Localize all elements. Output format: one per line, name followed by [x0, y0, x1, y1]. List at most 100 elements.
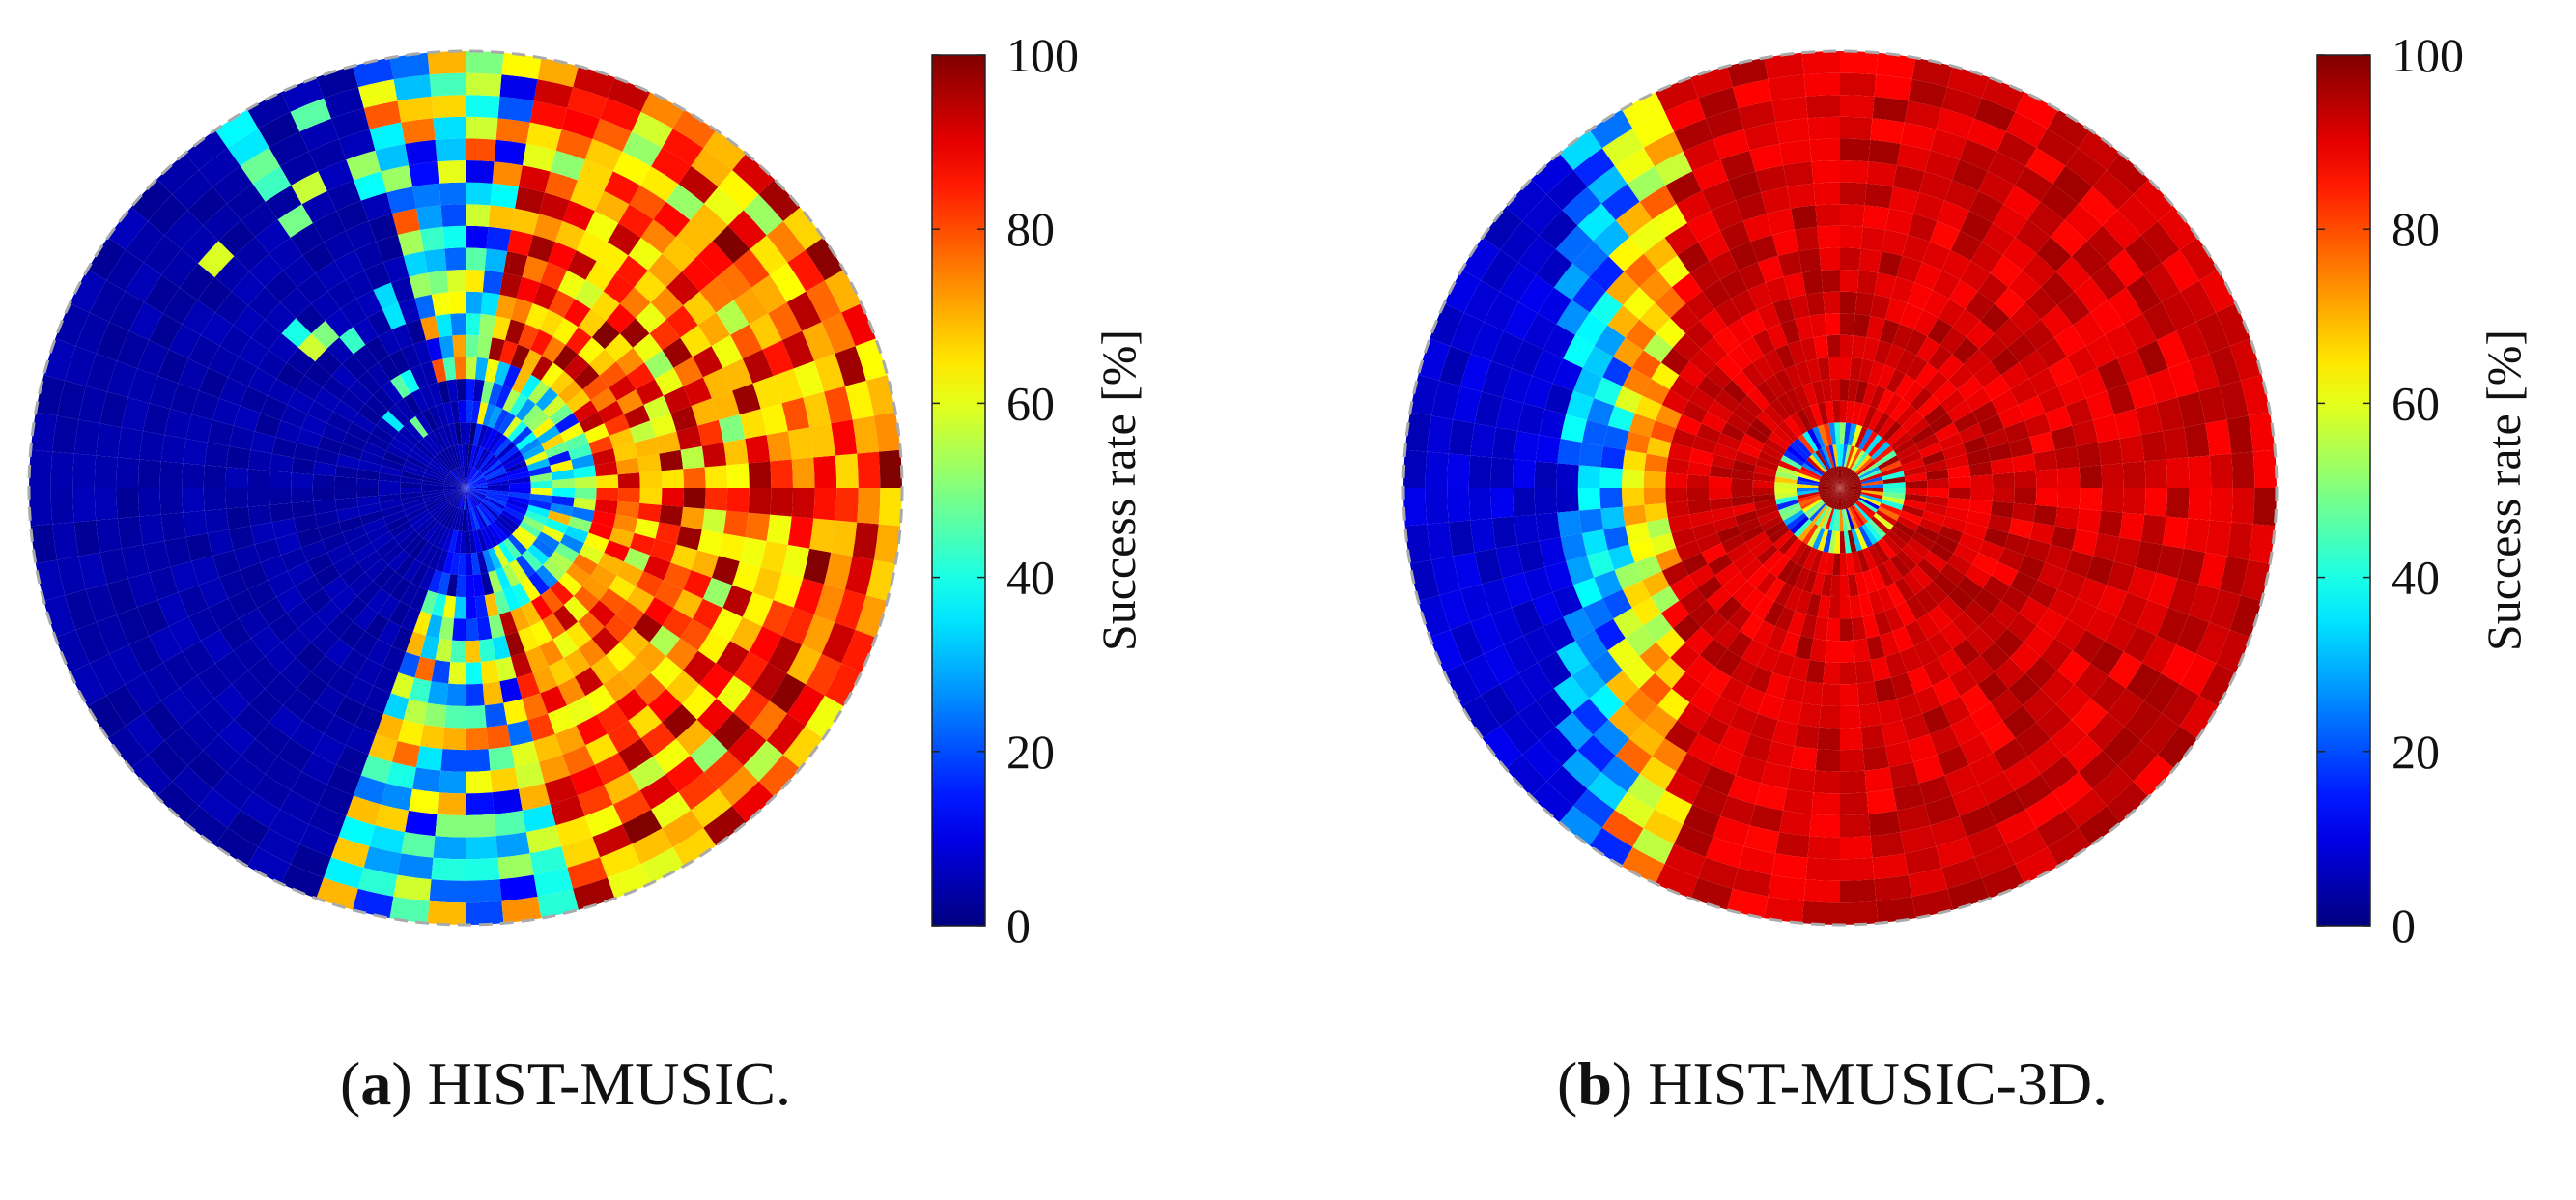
- heatmap-cell: [2022, 688, 2056, 723]
- heatmap-cell: [793, 578, 825, 615]
- heatmap-cell: [1798, 493, 1820, 503]
- colorbar-tick-label: 40: [1006, 551, 1055, 605]
- heatmap-cell: [1896, 255, 1923, 283]
- heatmap-cell: [1671, 527, 1697, 548]
- heatmap-cell: [1716, 595, 1742, 622]
- heatmap-cell: [1803, 879, 1840, 903]
- heatmap-cell: [1878, 251, 1903, 277]
- heatmap-cell: [1741, 309, 1767, 337]
- heatmap-cell: [557, 676, 586, 706]
- heatmap-cell: [279, 790, 319, 825]
- heatmap-cell: [345, 270, 374, 300]
- heatmap-cell: [634, 270, 666, 303]
- heatmap-cell: [2074, 277, 2109, 313]
- heatmap-cell: [466, 488, 487, 496]
- heatmap-cell: [665, 756, 704, 792]
- heatmap-cell: [1882, 495, 1905, 505]
- heatmap-cell: [781, 330, 815, 369]
- heatmap-cell: [515, 761, 545, 789]
- heatmap-cell: [518, 165, 551, 193]
- heatmap-cell: [318, 785, 354, 816]
- heatmap-cell: [499, 874, 538, 901]
- heatmap-cell: [752, 376, 782, 410]
- heatmap-cell: [2090, 675, 2127, 713]
- heatmap-cell: [1692, 522, 1717, 541]
- heatmap-cell: [422, 476, 445, 485]
- heatmap-cell: [612, 514, 638, 533]
- heatmap-cell: [1858, 428, 1873, 450]
- heatmap-cell: [699, 663, 734, 699]
- heatmap-cell: [484, 358, 500, 383]
- heatmap-cell: [458, 400, 466, 423]
- heatmap-cell: [212, 398, 241, 426]
- heatmap-cell: [1779, 139, 1812, 166]
- heatmap-cell: [1901, 544, 1924, 565]
- heatmap-cell: [562, 745, 595, 776]
- heatmap-cell: [2029, 522, 2055, 545]
- heatmap-cell: [1702, 667, 1731, 697]
- heatmap-cell: [1840, 482, 1862, 488]
- heatmap-cell: [1701, 764, 1736, 796]
- heatmap-cell: [1589, 256, 1625, 292]
- heatmap-cell: [1896, 443, 1919, 461]
- heatmap-cell: [1593, 219, 1630, 257]
- heatmap-cell: [655, 431, 681, 454]
- heatmap-cell: [435, 313, 453, 338]
- heatmap-cell: [1981, 720, 2016, 754]
- heatmap-cell: [1676, 540, 1702, 562]
- heatmap-cell: [1840, 662, 1857, 685]
- heatmap-cell: [419, 438, 438, 458]
- heatmap-cell: [673, 357, 703, 386]
- heatmap-cell: [1797, 491, 1820, 500]
- heatmap-cell: [1913, 309, 1939, 337]
- heatmap-cell: [1481, 360, 1513, 398]
- heatmap-cell: [345, 676, 374, 706]
- heatmap-cell: [269, 333, 298, 363]
- heatmap-cell: [1870, 832, 1905, 858]
- heatmap-cell: [835, 488, 859, 523]
- heatmap-cell: [814, 584, 845, 623]
- heatmap-cell: [405, 810, 438, 837]
- heatmap-cell: [1711, 745, 1743, 776]
- heatmap-cell: [204, 442, 230, 468]
- heatmap-cell: [161, 249, 198, 288]
- heatmap-cell: [488, 337, 505, 362]
- heatmap-cell: [769, 673, 807, 714]
- heatmap-cell: [1938, 648, 1966, 677]
- heatmap-cell: [1862, 205, 1890, 230]
- heatmap-cell: [149, 626, 183, 663]
- heatmap-cell: [2219, 380, 2249, 420]
- heatmap-cell: [701, 508, 727, 534]
- heatmap-cell: [511, 426, 533, 446]
- heatmap-cell: [654, 367, 684, 396]
- heatmap-cell: [164, 726, 204, 766]
- heatmap-cell: [233, 638, 266, 671]
- heatmap-cell: [1965, 564, 1992, 588]
- polar-cells: [29, 51, 902, 925]
- heatmap-cell: [431, 660, 451, 684]
- heatmap-cell: [532, 666, 558, 694]
- heatmap-cell: [1404, 524, 1432, 564]
- heatmap-cell: [1539, 210, 1578, 250]
- heatmap-cell: [752, 566, 782, 600]
- heatmap-cell: [260, 555, 288, 581]
- heatmap-cell: [466, 357, 477, 380]
- caption-b-text: HIST-MUSIC-3D.: [1648, 1049, 2109, 1118]
- heatmap-cell: [1713, 129, 1750, 160]
- heatmap-cell: [1916, 557, 1940, 581]
- heatmap-cell: [1517, 540, 1545, 573]
- heatmap-cell: [490, 767, 519, 793]
- heatmap-cell: [326, 337, 354, 365]
- heatmap-cell: [2092, 170, 2134, 211]
- heatmap-cell: [2065, 398, 2093, 426]
- heatmap-cell: [1727, 57, 1769, 88]
- heatmap-cell: [1676, 414, 1702, 436]
- heatmap-cell: [2167, 578, 2199, 615]
- heatmap-cell: [183, 438, 208, 466]
- heatmap-cell: [2179, 695, 2219, 739]
- heatmap-cell: [1876, 509, 1897, 526]
- heatmap-cell: [1752, 480, 1775, 488]
- heatmap-cell: [2101, 463, 2124, 488]
- heatmap-cell: [1787, 767, 1816, 793]
- heatmap-cell: [182, 300, 215, 335]
